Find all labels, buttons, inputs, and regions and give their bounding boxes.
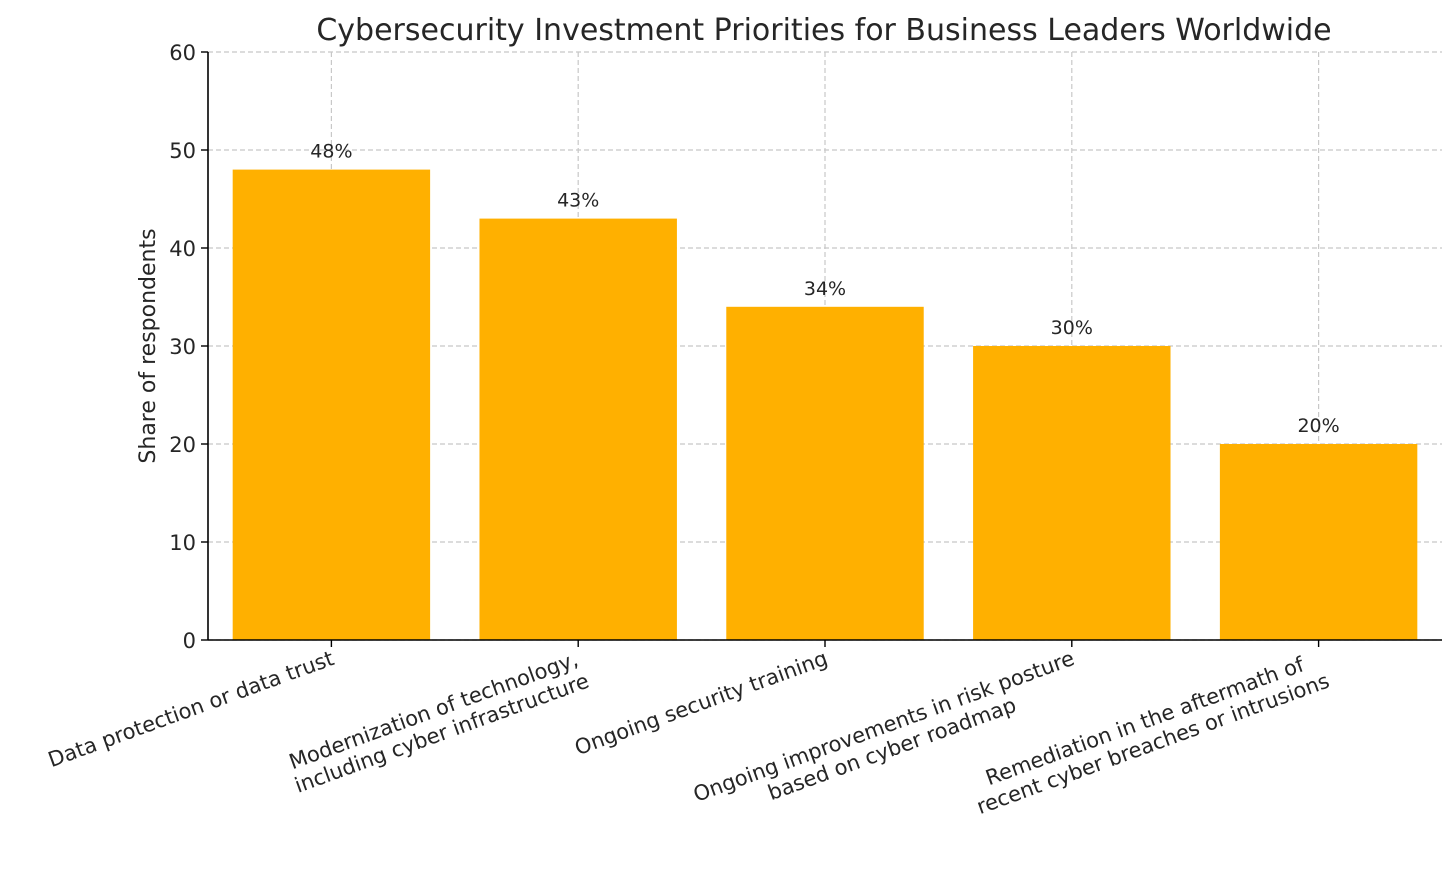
- y-tick-label-1: 10: [169, 531, 196, 555]
- data-label-3: 30%: [1051, 317, 1093, 339]
- category-label-2: Ongoing security training: [572, 646, 831, 760]
- bar-3: [973, 346, 1171, 640]
- y-ticks: 0 10 20 30 40 50 60: [169, 41, 1320, 653]
- bar-0: [232, 169, 431, 640]
- category-labels: Data protection or data trustModernizati…: [45, 646, 1333, 819]
- bar-1: [479, 218, 677, 640]
- y-tick-label-2: 20: [169, 433, 196, 457]
- data-label-4: 20%: [1297, 415, 1339, 437]
- bar-2: [726, 306, 924, 640]
- category-label-line: recent cyber breaches or intrusions: [973, 669, 1332, 819]
- y-tick-label-5: 50: [169, 139, 196, 163]
- y-tick-label-3: 30: [169, 335, 196, 359]
- data-label-0: 48%: [310, 141, 352, 163]
- bar-4: [1219, 444, 1418, 640]
- y-tick-label-6: 60: [169, 41, 196, 65]
- category-label-line: Ongoing security training: [572, 646, 831, 760]
- y-tick-label-4: 40: [169, 237, 196, 261]
- category-label-text-2: Ongoing security training: [572, 646, 831, 760]
- data-labels: 48% 43% 34% 30% 20%: [310, 141, 1339, 437]
- bars: [232, 169, 1418, 640]
- chart-title: Cybersecurity Investment Priorities for …: [316, 13, 1331, 48]
- y-tick-label-0: 0: [183, 629, 196, 653]
- y-axis-label: Share of respondents: [136, 228, 161, 463]
- data-label-1: 43%: [557, 190, 599, 212]
- data-label-2: 34%: [804, 278, 846, 300]
